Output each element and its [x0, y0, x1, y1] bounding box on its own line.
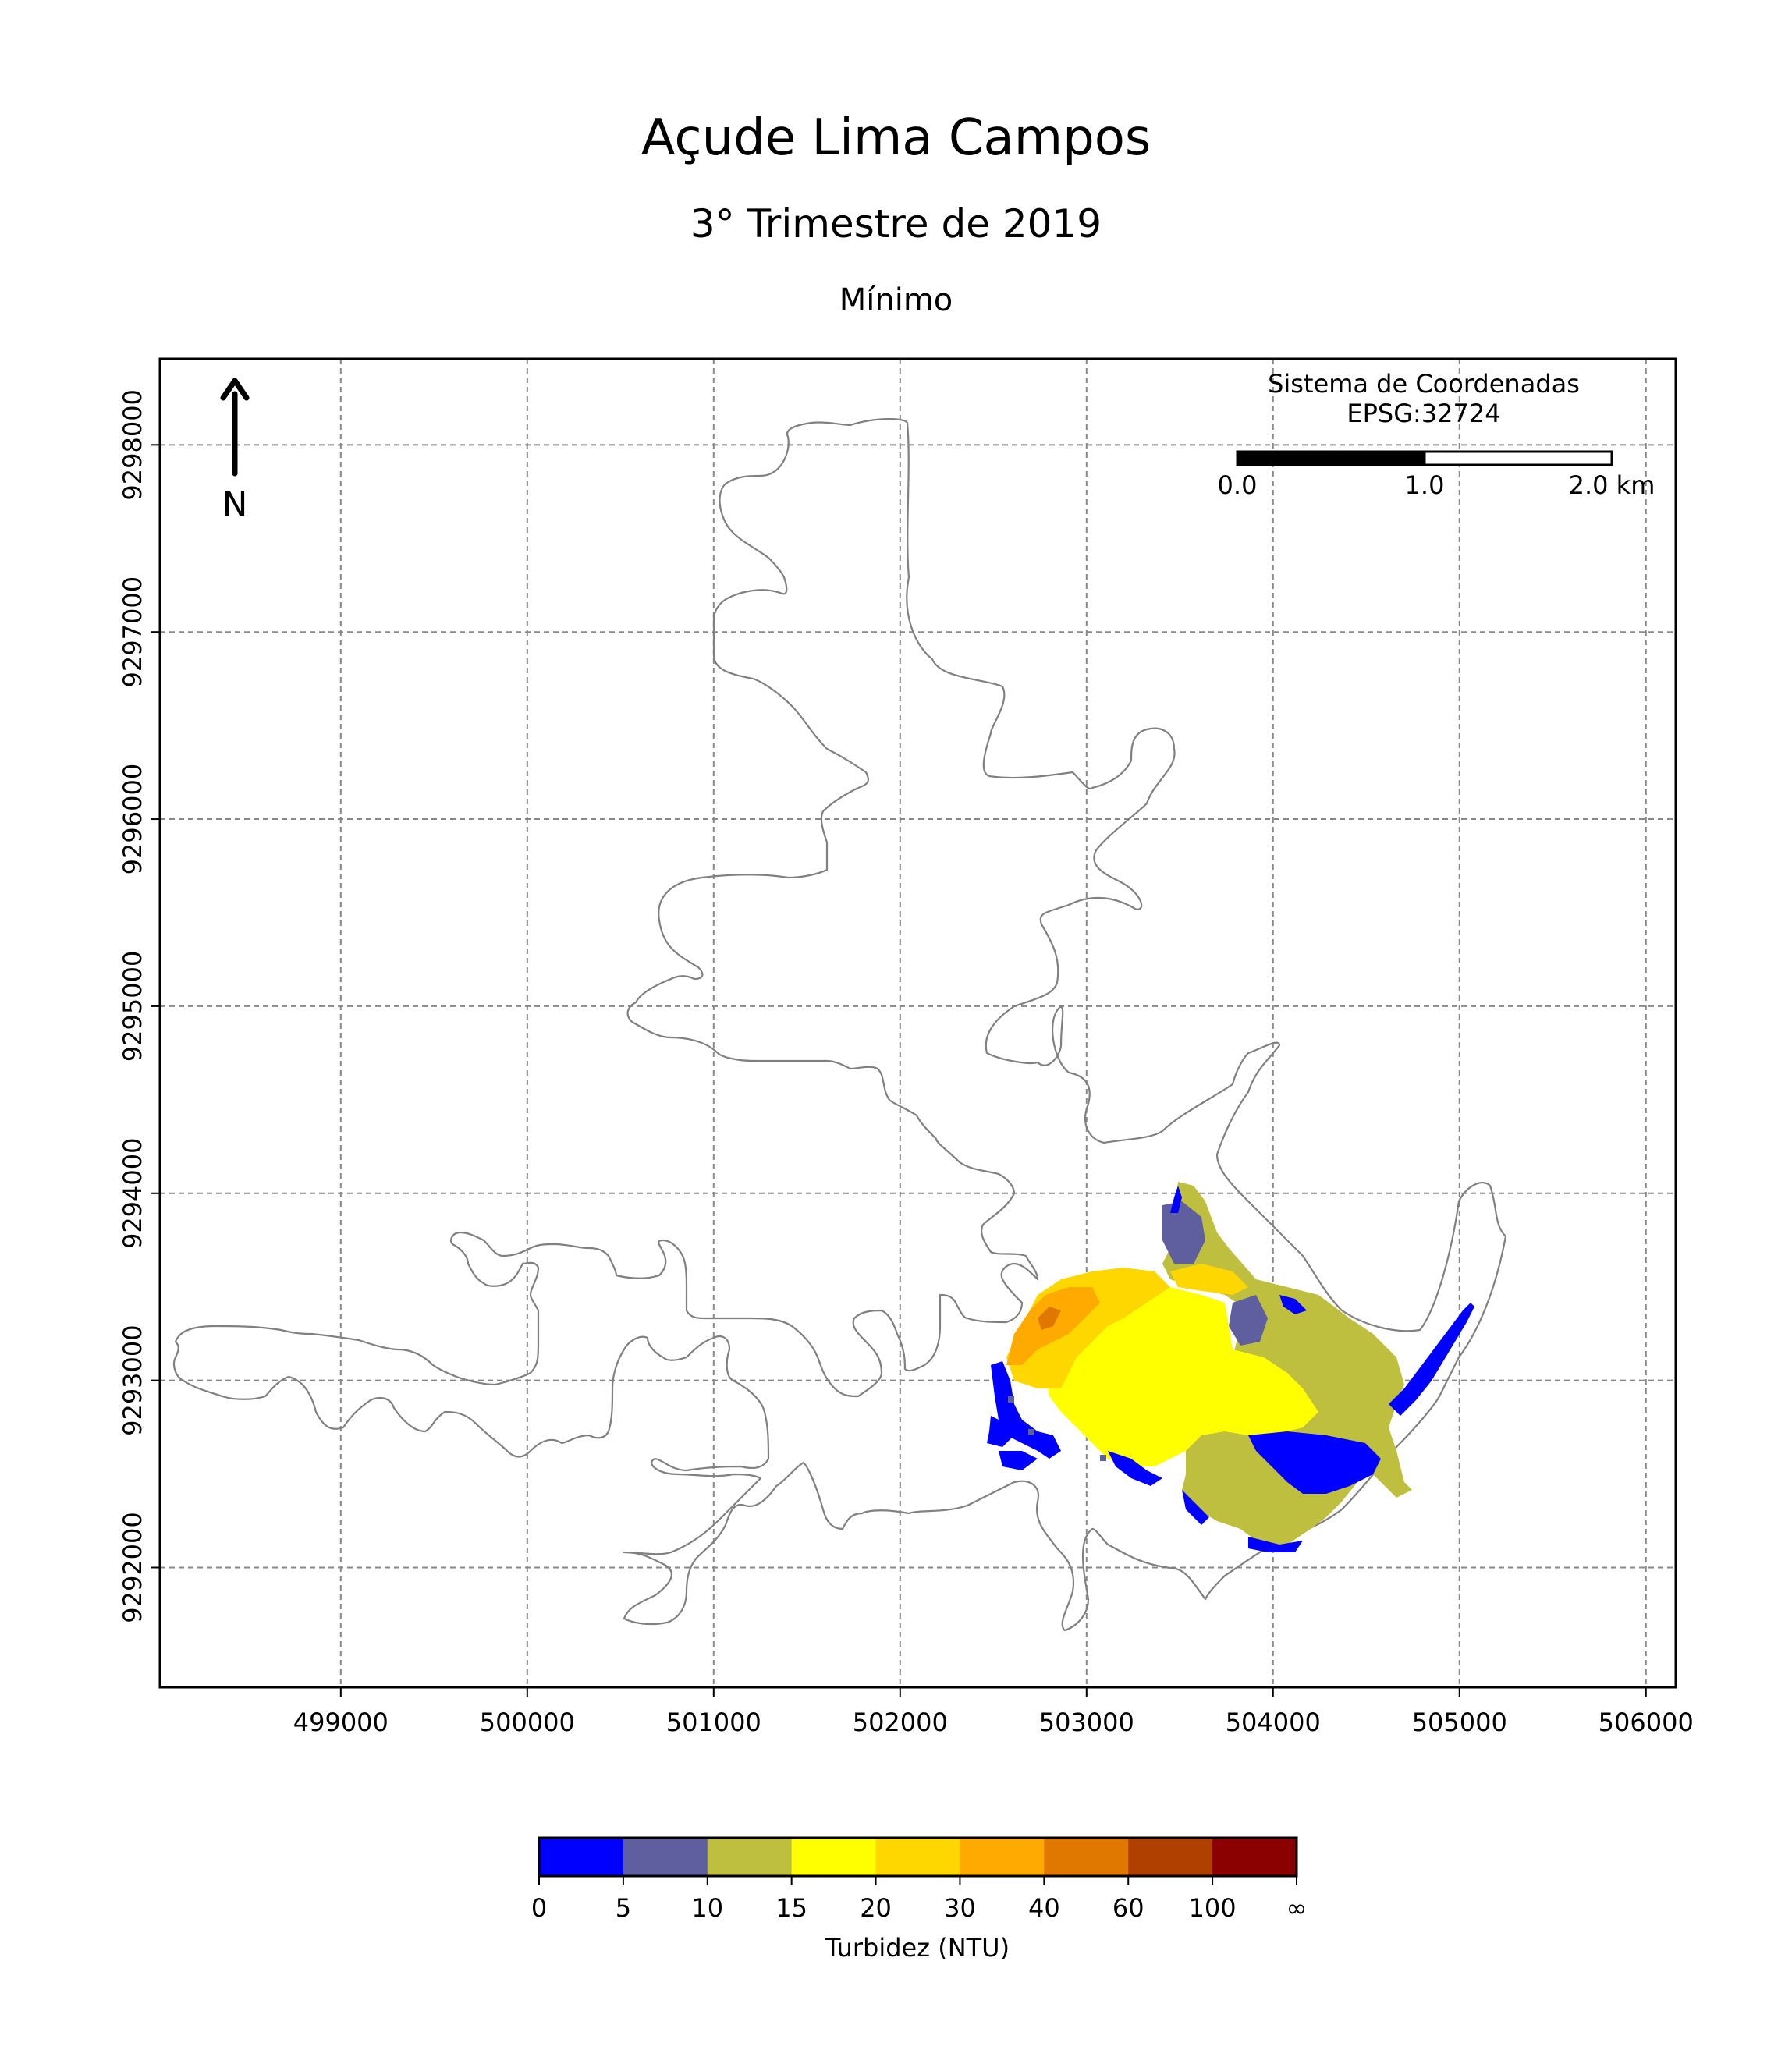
x-tick-label: 505000: [1412, 1708, 1507, 1737]
y-tick-label: 9294000: [118, 1138, 147, 1250]
colorbar-segment: [791, 1838, 877, 1876]
scale-bar: [1236, 450, 1613, 466]
x-tick-label: 504000: [1226, 1708, 1321, 1737]
y-tick-label: 9297000: [118, 576, 147, 688]
turbidity-raster: [987, 1182, 1474, 1552]
scale-label-start: 0.0: [1218, 470, 1258, 500]
colorbar-tick-label: 20: [860, 1893, 892, 1923]
reservoir-outline: [172, 417, 1507, 1632]
colorbar-segment: [707, 1838, 793, 1876]
x-tick-label: 506000: [1599, 1708, 1694, 1737]
colorbar-tick-label: ∞: [1286, 1893, 1308, 1923]
y-tick-label: 9292000: [118, 1512, 147, 1623]
y-tick-label: 9293000: [118, 1325, 147, 1436]
colorbar-frame: [538, 1836, 1298, 1878]
colorbar-tick-label: 0: [531, 1893, 547, 1923]
scale-label-end: 2.0 km: [1569, 470, 1655, 500]
colorbar-segment: [539, 1838, 624, 1876]
y-tick-label: 9296000: [118, 764, 147, 875]
colorbar-tick-label: 40: [1028, 1893, 1060, 1923]
scale-label-mid: 1.0: [1405, 470, 1445, 500]
colorbar-tick-label: 5: [616, 1893, 631, 1923]
colorbar-tick-label: 15: [775, 1893, 807, 1923]
north-label: N: [222, 484, 248, 524]
colorbar-segment: [623, 1838, 708, 1876]
statistic-label: Mínimo: [839, 282, 953, 318]
y-tick-label: 9298000: [118, 389, 147, 501]
colorbar-tick-label: 10: [691, 1893, 723, 1923]
x-tick-label: 500000: [480, 1708, 575, 1737]
crs-title: Sistema de Coordenadas: [1268, 369, 1580, 399]
x-tick-label: 503000: [1039, 1708, 1134, 1737]
colorbar-segment: [875, 1838, 960, 1876]
colorbar-label: Turbidez (NTU): [825, 1933, 1010, 1963]
north-arrow-icon: [220, 378, 250, 477]
y-tick-label: 9295000: [118, 951, 147, 1062]
colorbar-tick-label: 100: [1189, 1893, 1237, 1923]
grid-lines: [160, 359, 1676, 1687]
colorbar-segment: [960, 1838, 1045, 1876]
x-tick-label: 499000: [293, 1708, 389, 1737]
map-title: Açude Lima Campos: [641, 109, 1151, 167]
colorbar-segment: [1044, 1838, 1129, 1876]
x-tick-label: 502000: [853, 1708, 948, 1737]
axis-ticks: 499000 500000 501000 502000 503000 504000 5050…: [118, 389, 1694, 1737]
crs-code: EPSG:32724: [1347, 399, 1500, 428]
x-tick-label: 501000: [666, 1708, 761, 1737]
colorbar-tick-label: 60: [1112, 1893, 1144, 1923]
map-subtitle: 3° Trimestre de 2019: [690, 201, 1102, 246]
colorbar-segment: [1128, 1838, 1213, 1876]
colorbar: 0 5 10 15 20 30 40 60 100 ∞: [531, 1836, 1308, 1923]
map-frame: [158, 357, 1677, 1689]
colorbar-segment: [1212, 1838, 1297, 1876]
colorbar-tick-label: 30: [944, 1893, 976, 1923]
